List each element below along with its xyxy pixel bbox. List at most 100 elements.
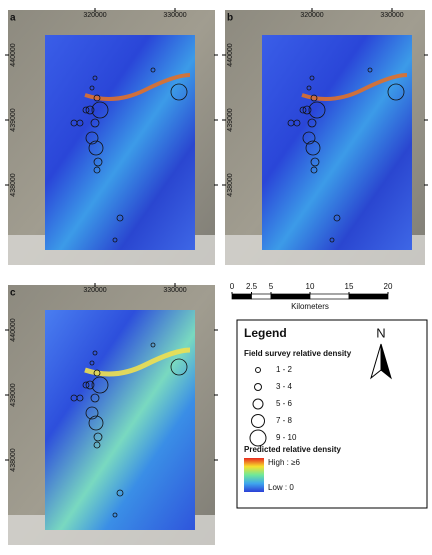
scale-tick-label: 20: [384, 282, 393, 291]
survey-symbol: [251, 414, 265, 428]
y-tick-label: 439000: [10, 383, 17, 406]
survey-class-label: 9 - 10: [276, 433, 297, 442]
survey-site: [112, 237, 118, 243]
survey-symbol: [249, 429, 267, 447]
color-ramp: [244, 458, 264, 492]
survey-site: [92, 350, 98, 356]
survey-class-label: 1 - 2: [276, 365, 293, 374]
north-arrow: [380, 343, 392, 380]
survey-class-label: 5 - 6: [276, 399, 293, 408]
scale-tick-label: 10: [306, 282, 315, 291]
survey-site: [150, 342, 156, 348]
survey-site: [93, 157, 103, 167]
map-panels: a 320000 330000 440000 439000 438000 b 320000 33…: [5, 8, 428, 545]
survey-site: [170, 83, 188, 101]
hotspot-ridge: [301, 73, 408, 101]
survey-site: [85, 406, 99, 420]
y-tick-label: 440000: [10, 43, 17, 66]
y-tick-label: 440000: [227, 43, 234, 66]
predicted-title: Predicted relative density: [244, 445, 341, 454]
survey-site: [112, 512, 118, 518]
survey-site: [90, 118, 100, 128]
scale-tick-label: 0: [230, 282, 235, 291]
y-tick-label: 438000: [227, 173, 234, 196]
survey-symbol: [254, 383, 262, 391]
survey-site: [309, 75, 315, 81]
y-tick-label: 438000: [10, 173, 17, 196]
x-tick-label: 330000: [163, 287, 186, 294]
survey-site: [387, 83, 405, 101]
survey-site: [82, 106, 90, 114]
survey-site: [329, 237, 335, 243]
scale-segment: [348, 293, 389, 300]
survey-site: [91, 101, 109, 119]
survey-site: [287, 119, 295, 127]
scale-segment: [231, 293, 252, 300]
y-tick-label: 438000: [10, 448, 17, 471]
survey-site: [85, 105, 95, 115]
y-tick-label: 439000: [10, 108, 17, 131]
survey-site: [310, 166, 318, 174]
scale-tick-label: 5: [269, 282, 274, 291]
survey-symbol: [252, 398, 264, 410]
survey-site: [307, 118, 317, 128]
survey-site: [116, 214, 124, 222]
survey-site: [302, 105, 312, 115]
legend-box: [236, 319, 428, 509]
survey-site: [91, 376, 109, 394]
survey-site: [89, 360, 95, 366]
x-tick-label: 320000: [83, 287, 106, 294]
survey-site: [93, 441, 101, 449]
survey-site: [305, 140, 321, 156]
north-label: N: [376, 325, 385, 340]
y-tick-label: 439000: [227, 108, 234, 131]
survey-site: [89, 85, 95, 91]
legend-title: Legend: [244, 326, 287, 340]
survey-site: [93, 94, 101, 102]
survey-site: [70, 394, 78, 402]
density-raster: [262, 35, 412, 250]
hotspot-ridge: [84, 347, 191, 377]
survey-site: [92, 75, 98, 81]
survey-site: [310, 157, 320, 167]
scale-segment: [251, 293, 272, 300]
survey-symbol: [255, 367, 261, 373]
scale-segment: [309, 293, 350, 300]
scale-segment: [270, 293, 311, 300]
panel-label: a: [10, 13, 16, 24]
legend: Legend Field survey relative density 1 -…: [236, 319, 428, 509]
survey-site: [85, 131, 99, 145]
hotspot-ridge: [84, 73, 191, 101]
low-label: Low : 0: [268, 483, 294, 492]
x-tick-label: 320000: [83, 12, 106, 19]
survey-site: [116, 489, 124, 497]
x-tick-label: 320000: [300, 12, 323, 19]
y-tick-label: 440000: [10, 318, 17, 341]
survey-site: [85, 380, 95, 390]
high-label: High : ≥6: [268, 458, 301, 467]
scale-bar: 0 2.5 5 10 15 20 Kilometers: [230, 282, 393, 311]
survey-site: [88, 140, 104, 156]
scale-unit: Kilometers: [291, 302, 329, 311]
survey-class-label: 3 - 4: [276, 382, 293, 391]
survey-site: [70, 119, 78, 127]
survey-site: [367, 67, 373, 73]
survey-site: [82, 381, 90, 389]
survey-site: [310, 94, 318, 102]
survey-site: [302, 131, 316, 145]
survey-site: [306, 85, 312, 91]
x-tick-label: 330000: [380, 12, 403, 19]
scale-tick-label: 2.5: [246, 282, 258, 291]
survey-site: [93, 432, 103, 442]
survey-class-label: 7 - 8: [276, 416, 293, 425]
density-raster: [45, 310, 195, 530]
panel-label: b: [227, 13, 233, 24]
density-raster: [45, 35, 195, 250]
survey-site: [93, 166, 101, 174]
survey-site: [88, 415, 104, 431]
survey-site: [308, 101, 326, 119]
survey-site: [90, 393, 100, 403]
survey-site: [170, 358, 188, 376]
panel-label: c: [10, 288, 16, 299]
